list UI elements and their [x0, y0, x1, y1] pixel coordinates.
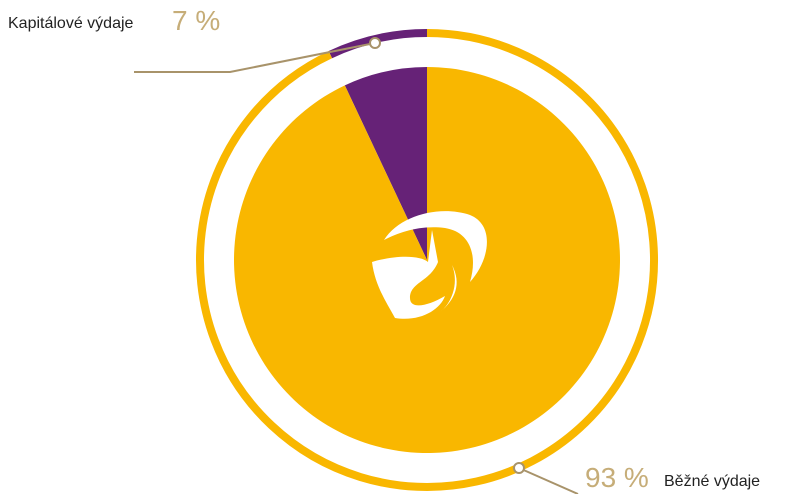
pie-slice: [233, 67, 620, 454]
ring-segment: [196, 29, 658, 491]
value-label: 93 %: [585, 462, 649, 493]
leader-line: [518, 467, 579, 494]
pie: [233, 67, 620, 454]
pie-slice: [344, 67, 427, 260]
leader-line: [134, 42, 376, 73]
category-label: Běžné výdaje: [664, 473, 760, 490]
center-icon: [372, 211, 487, 319]
leader-dot: [513, 462, 525, 474]
value-label: 7 %: [172, 5, 220, 36]
category-label: Kapitálové výdaje: [8, 15, 134, 32]
leader-dot: [369, 37, 381, 49]
